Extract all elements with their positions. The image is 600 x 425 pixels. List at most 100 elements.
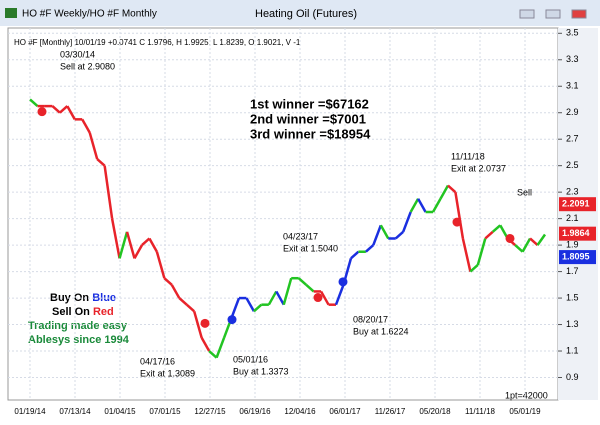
y-tick-label: 2.3 xyxy=(566,187,579,197)
signal-dot xyxy=(505,233,515,243)
price-segment xyxy=(394,230,405,240)
price-tag xyxy=(559,197,596,212)
price-segment xyxy=(431,198,442,213)
price-segment xyxy=(379,224,390,240)
price-segment xyxy=(66,105,76,120)
minimize-button[interactable] xyxy=(519,9,535,19)
signal-label: Exit at 1.3089 xyxy=(140,368,195,378)
price-segment xyxy=(409,198,420,213)
legend-line2: Ablesys since 1994 xyxy=(28,334,130,346)
signal-label: Exit at 1.5040 xyxy=(283,243,338,253)
signal-date: 11/11/18 xyxy=(451,151,485,161)
price-segment xyxy=(110,218,121,259)
price-segment xyxy=(461,238,472,272)
signal-label: Buy at 1.3373 xyxy=(233,366,289,376)
price-segment xyxy=(155,251,166,279)
y-tick-label: 1.5 xyxy=(566,292,579,302)
y-tick-label: 1.7 xyxy=(566,266,579,276)
x-tick-label: 01/19/14 xyxy=(14,407,46,416)
price-segment xyxy=(536,233,547,246)
signal-dot xyxy=(200,318,210,328)
price-segment xyxy=(514,244,524,253)
price-segment xyxy=(230,297,241,319)
price-segment xyxy=(253,303,263,313)
y-tick-label: 1.3 xyxy=(566,319,579,329)
y-tick-label: 3.5 xyxy=(566,28,579,38)
window-title: HO #F Weekly/HO #F Monthly xyxy=(22,9,157,20)
signal-date: 08/20/17 xyxy=(353,314,388,324)
signal-date: 05/01/16 xyxy=(233,354,268,364)
signal-dot xyxy=(313,293,323,303)
price-segment xyxy=(118,231,129,259)
price-segment xyxy=(282,277,293,306)
y-tick-label: 0.9 xyxy=(566,372,579,382)
price-segment xyxy=(170,284,181,299)
legend-sell-word: Red xyxy=(93,306,114,318)
price-tag-label: 2.2091 xyxy=(562,199,590,209)
signal-label: Exit at 2.0737 xyxy=(451,163,506,173)
x-tick-label: 05/01/19 xyxy=(509,407,541,416)
x-tick-label: 12/27/15 xyxy=(194,407,226,416)
price-segment xyxy=(88,132,99,160)
winner-text: 3rd winner =$18954 xyxy=(250,126,371,141)
price-segment xyxy=(484,230,494,240)
price-segment xyxy=(133,244,144,259)
price-tag-label: 1.9864 xyxy=(562,228,590,238)
price-segment xyxy=(365,244,375,253)
price-segment xyxy=(521,237,532,253)
y-tick-label: 1.1 xyxy=(566,345,579,355)
price-segment xyxy=(267,290,278,306)
winner-text: 1st winner =$67162 xyxy=(250,96,369,111)
price-segment xyxy=(402,211,412,233)
plot-area xyxy=(7,27,559,401)
price-tag xyxy=(559,250,596,265)
y-tick-label: 3.3 xyxy=(566,54,579,64)
price-segment xyxy=(334,284,345,306)
price-segment xyxy=(439,184,450,200)
maximize-button[interactable] xyxy=(545,9,561,19)
close-button[interactable] xyxy=(571,9,587,19)
x-tick-label: 06/01/17 xyxy=(329,407,361,416)
chart-title: Heating Oil (Futures) xyxy=(255,8,357,20)
price-segment xyxy=(51,105,61,114)
legend-sell-text: Sell On xyxy=(52,306,90,318)
price-segment xyxy=(178,297,188,306)
price-segment xyxy=(163,277,173,286)
signal-dot xyxy=(37,107,47,117)
app-icon xyxy=(5,8,17,18)
price-segment xyxy=(208,350,218,359)
price-segment xyxy=(245,297,256,312)
y-axis-panel xyxy=(558,28,598,400)
price-segment xyxy=(192,310,203,339)
price-segment xyxy=(200,337,211,352)
signal-dot xyxy=(338,277,348,287)
y-tick-label: 3.1 xyxy=(566,81,579,91)
winner-text: 2nd winner =$7001 xyxy=(250,111,366,126)
price-segment xyxy=(372,224,382,246)
y-tick-label: 1.9 xyxy=(566,239,579,249)
y-tick-label: 2.9 xyxy=(566,107,579,117)
price-segment xyxy=(148,237,158,253)
x-tick-label: 07/13/14 xyxy=(59,407,91,416)
price-segment xyxy=(305,283,315,293)
price-segment xyxy=(59,105,69,114)
point-value: 1pt=42000 xyxy=(505,390,548,400)
price-segment xyxy=(125,231,136,259)
price-segment xyxy=(319,290,330,306)
y-tick-label: 2.7 xyxy=(566,134,579,144)
legend-sell: Sell On Red xyxy=(52,306,114,318)
price-segment xyxy=(96,158,106,167)
x-tick-label: 12/04/16 xyxy=(284,407,316,416)
x-tick-label: 06/19/16 xyxy=(239,407,271,416)
x-tick-label: 11/11/18 xyxy=(465,407,496,416)
price-segment xyxy=(103,165,114,219)
legend-buy: Buy On Blue xyxy=(50,292,116,304)
price-segment xyxy=(469,264,479,273)
price-segment xyxy=(29,98,39,108)
price-segment xyxy=(491,224,502,233)
legend-line1: Trading made easy xyxy=(28,320,128,332)
signal-date: 03/30/14 xyxy=(60,49,95,59)
price-tag xyxy=(559,226,596,241)
signal-date: 04/17/16 xyxy=(140,356,175,366)
